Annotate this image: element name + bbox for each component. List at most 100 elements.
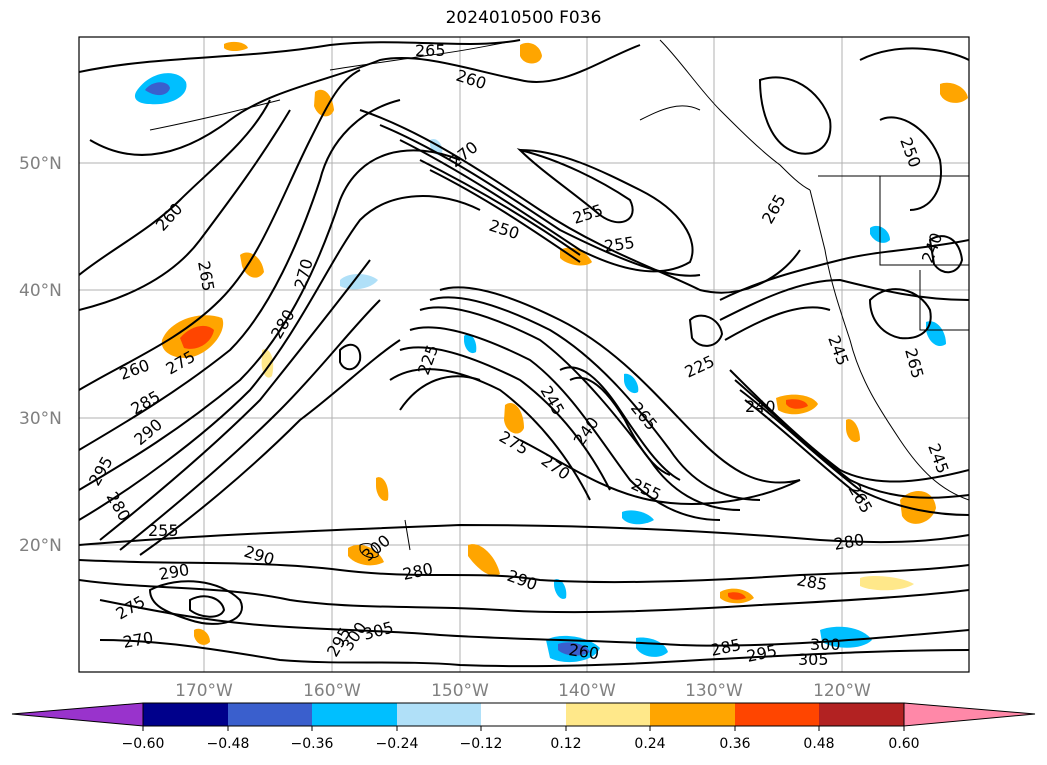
colorbar-tick-label: 0.36 [719, 736, 750, 752]
map-panel: 265 260 270 255 250 255 260 265 265 270 … [78, 36, 970, 673]
anomaly-blob [786, 399, 808, 409]
anomaly-blob [468, 544, 500, 576]
filled-anomalies [134, 41, 968, 663]
anomaly-blob [145, 82, 170, 96]
contour-line [119, 299, 381, 551]
colorbar-segment [397, 703, 481, 726]
contour-line [519, 439, 801, 505]
contour-line [744, 399, 866, 501]
lon-label-150w: 150°W [431, 681, 489, 701]
lat-label-50n: 50°N [19, 154, 62, 174]
lon-label-170w: 170°W [175, 681, 233, 701]
contour-line [439, 286, 801, 484]
latitude-labels: 50°N 40°N 30°N 20°N [19, 154, 62, 556]
contour-line [559, 366, 681, 481]
colorbar-tick-label: −0.24 [376, 736, 419, 752]
contour-line [399, 139, 694, 273]
anomaly-blob [504, 402, 524, 434]
anomaly-blob [558, 642, 590, 656]
colorbar-segment [312, 703, 397, 726]
colorbar-extend-max [903, 702, 1036, 727]
anomaly-blob [314, 89, 334, 117]
contour-line [99, 259, 371, 541]
contour-line [399, 346, 611, 491]
colorbar-tick-label: −0.48 [207, 736, 250, 752]
contour-label: 300 [810, 635, 841, 654]
contour-line [399, 375, 481, 411]
contour-label: 260 [567, 640, 600, 663]
contour-line [79, 99, 271, 276]
lon-label-140w: 140°W [558, 681, 616, 701]
contour-line [389, 368, 591, 501]
anomaly-blob [624, 373, 639, 394]
anomaly-blob [940, 82, 968, 103]
contour-line [379, 124, 701, 277]
colorbar-segment [228, 703, 312, 726]
contour-line [729, 369, 969, 483]
anomaly-blob [180, 325, 214, 349]
contour-line [859, 47, 969, 61]
colorbar-segment [735, 703, 819, 726]
contour-line [419, 159, 581, 256]
contour-line [516, 148, 634, 224]
coastlines [149, 39, 969, 559]
contour-line [569, 376, 671, 476]
contour-label: 305 [798, 650, 829, 669]
contour-line [79, 69, 361, 391]
contour-line [739, 389, 969, 516]
colorbar-segment [650, 703, 735, 726]
colorbar-tick-label: −0.12 [460, 736, 503, 752]
contour-label: 255 [148, 521, 179, 540]
anomaly-blob [194, 628, 210, 645]
map-title: 2024010500 F036 [445, 8, 602, 28]
anomaly-blob [846, 419, 860, 443]
contour-line [139, 339, 401, 556]
colorbar-tick-label: 0.24 [634, 736, 665, 752]
contour-line [89, 44, 641, 156]
colorbar-tick-label: 0.12 [550, 736, 581, 752]
lat-label-40n: 40°N [19, 281, 62, 301]
contour-line [419, 306, 741, 511]
anomaly-blob [622, 510, 654, 525]
anomaly-blob [348, 544, 384, 566]
contour-label: 265 [415, 41, 446, 60]
lon-label-130w: 130°W [685, 681, 743, 701]
anomaly-blob [554, 579, 567, 599]
contour-line [148, 580, 243, 625]
colorbar-tick-label: 0.60 [888, 736, 919, 752]
contour-line [724, 306, 831, 341]
lat-label-30n: 30°N [19, 409, 62, 429]
contour-line [99, 639, 969, 668]
contour-line [79, 99, 401, 451]
anomaly-blob [240, 252, 264, 278]
anomaly-blob [560, 247, 592, 266]
colorbar-segment [566, 703, 650, 726]
contour-line [79, 109, 291, 311]
anomaly-blob [728, 592, 746, 600]
contour-line [719, 239, 969, 301]
anomaly-blob [520, 42, 542, 64]
contour-line [409, 326, 721, 521]
colorbar-tick-label: 0.48 [803, 736, 834, 752]
anomaly-blob [224, 41, 248, 51]
longitude-labels: 170°W 160°W 150°W 140°W 130°W 120°W [175, 681, 871, 701]
colorbar-tick-label: −0.36 [291, 736, 334, 752]
contour-line [79, 195, 481, 521]
colorbar-extend-min [11, 702, 144, 727]
contour-label: 240 [745, 397, 776, 416]
contour-line [688, 314, 724, 347]
contour-line [758, 76, 832, 155]
colorbar-segment [481, 703, 566, 726]
contour-line [429, 296, 761, 501]
contour-line [339, 343, 362, 371]
contour-line [79, 39, 521, 73]
colorbar-segment [819, 703, 904, 726]
anomaly-blob [860, 576, 914, 591]
anomaly-blob [376, 477, 389, 501]
contour-label: 255 [603, 233, 636, 256]
contour-line [79, 559, 969, 584]
height-contours [79, 39, 969, 668]
anomaly-blob [900, 490, 936, 524]
lon-label-160w: 160°W [303, 681, 361, 701]
